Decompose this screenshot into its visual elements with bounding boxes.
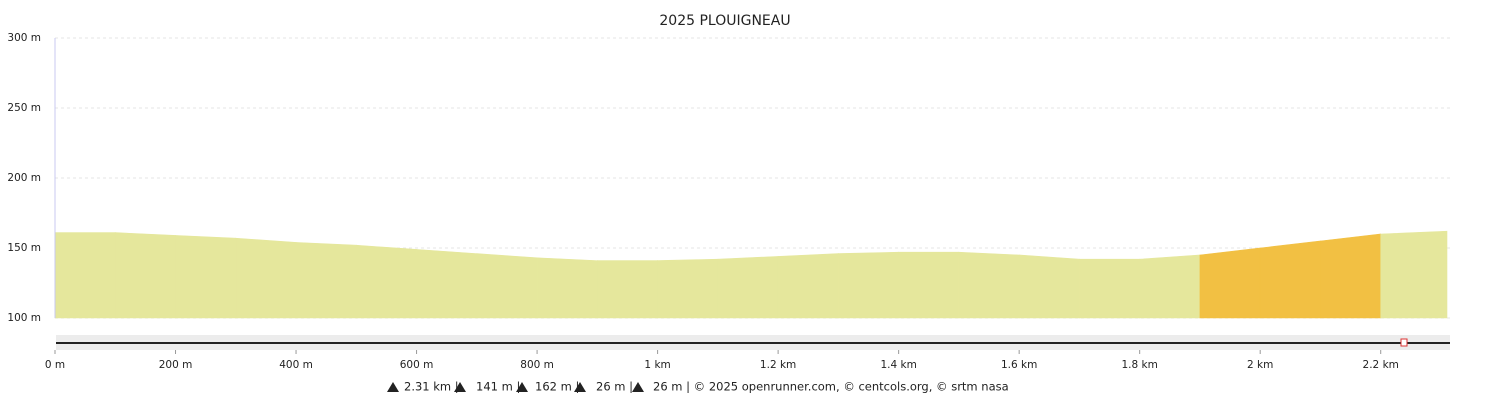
elevation-segment — [175, 235, 237, 319]
stat-icon — [454, 382, 466, 392]
elevation-segment — [1199, 247, 1261, 319]
x-tick-label: 800 m — [520, 359, 554, 371]
elevation-segment — [476, 253, 538, 319]
elevation-segment — [1139, 254, 1201, 319]
x-tick-label: 1 km — [644, 359, 670, 371]
x-tick-label: 1.2 km — [760, 359, 796, 371]
elevation-segment — [1018, 254, 1080, 319]
x-tick-label: 1.4 km — [880, 359, 916, 371]
y-tick-label: 200 m — [7, 172, 41, 184]
x-tick-label: 0 m — [45, 359, 65, 371]
elevation-segment — [235, 237, 297, 319]
elevation-segment — [1320, 233, 1382, 319]
footer-text: 2.31 km | — [404, 380, 459, 394]
elevation-segment — [416, 249, 478, 319]
stat-icon — [387, 382, 399, 392]
x-tick-label: 2 km — [1247, 359, 1273, 371]
stat-icon — [632, 382, 644, 392]
x-tick-label: 1.8 km — [1121, 359, 1157, 371]
elevation-segment — [295, 242, 357, 319]
elevation-segment — [1380, 230, 1448, 319]
chart-title: 2025 PLOUIGNEAU — [659, 13, 790, 29]
stat-icon — [574, 382, 586, 392]
x-tick-label: 2.2 km — [1363, 359, 1399, 371]
elevation-segment — [717, 256, 779, 319]
x-tick-label: 400 m — [279, 359, 313, 371]
elevation-segment — [114, 232, 176, 319]
elevation-segment — [597, 260, 658, 319]
elevation-segment — [777, 253, 839, 319]
stat-icon — [516, 382, 528, 392]
footer-text: 26 m | — [596, 380, 633, 394]
elevation-segment — [1259, 240, 1321, 319]
footer-text: 26 m | © 2025 openrunner.com, © centcols… — [653, 380, 1009, 394]
elevation-segment — [898, 251, 960, 319]
elevation-segment — [1079, 258, 1140, 319]
y-tick-label: 250 m — [7, 102, 41, 114]
elevation-segment — [536, 257, 598, 319]
elevation-segment — [54, 232, 116, 319]
x-tick-label: 600 m — [400, 359, 434, 371]
y-tick-label: 150 m — [7, 242, 41, 254]
elevation-segment — [657, 258, 719, 319]
elevation-segment — [958, 251, 1020, 319]
y-tick-label: 100 m — [7, 312, 41, 324]
elevation-segment — [355, 244, 417, 319]
x-tick-label: 1.6 km — [1001, 359, 1037, 371]
footer-text: 162 m | — [535, 380, 579, 394]
footer: 2.31 km | 141 m | 162 m | 26 m | 26 m | © 20… — [387, 380, 1009, 394]
elevation-segment — [838, 251, 899, 319]
x-tick-label: 200 m — [159, 359, 193, 371]
y-tick-label: 300 m — [7, 32, 41, 44]
footer-text: 141 m | — [476, 380, 520, 394]
range-handle[interactable] — [1400, 338, 1408, 347]
